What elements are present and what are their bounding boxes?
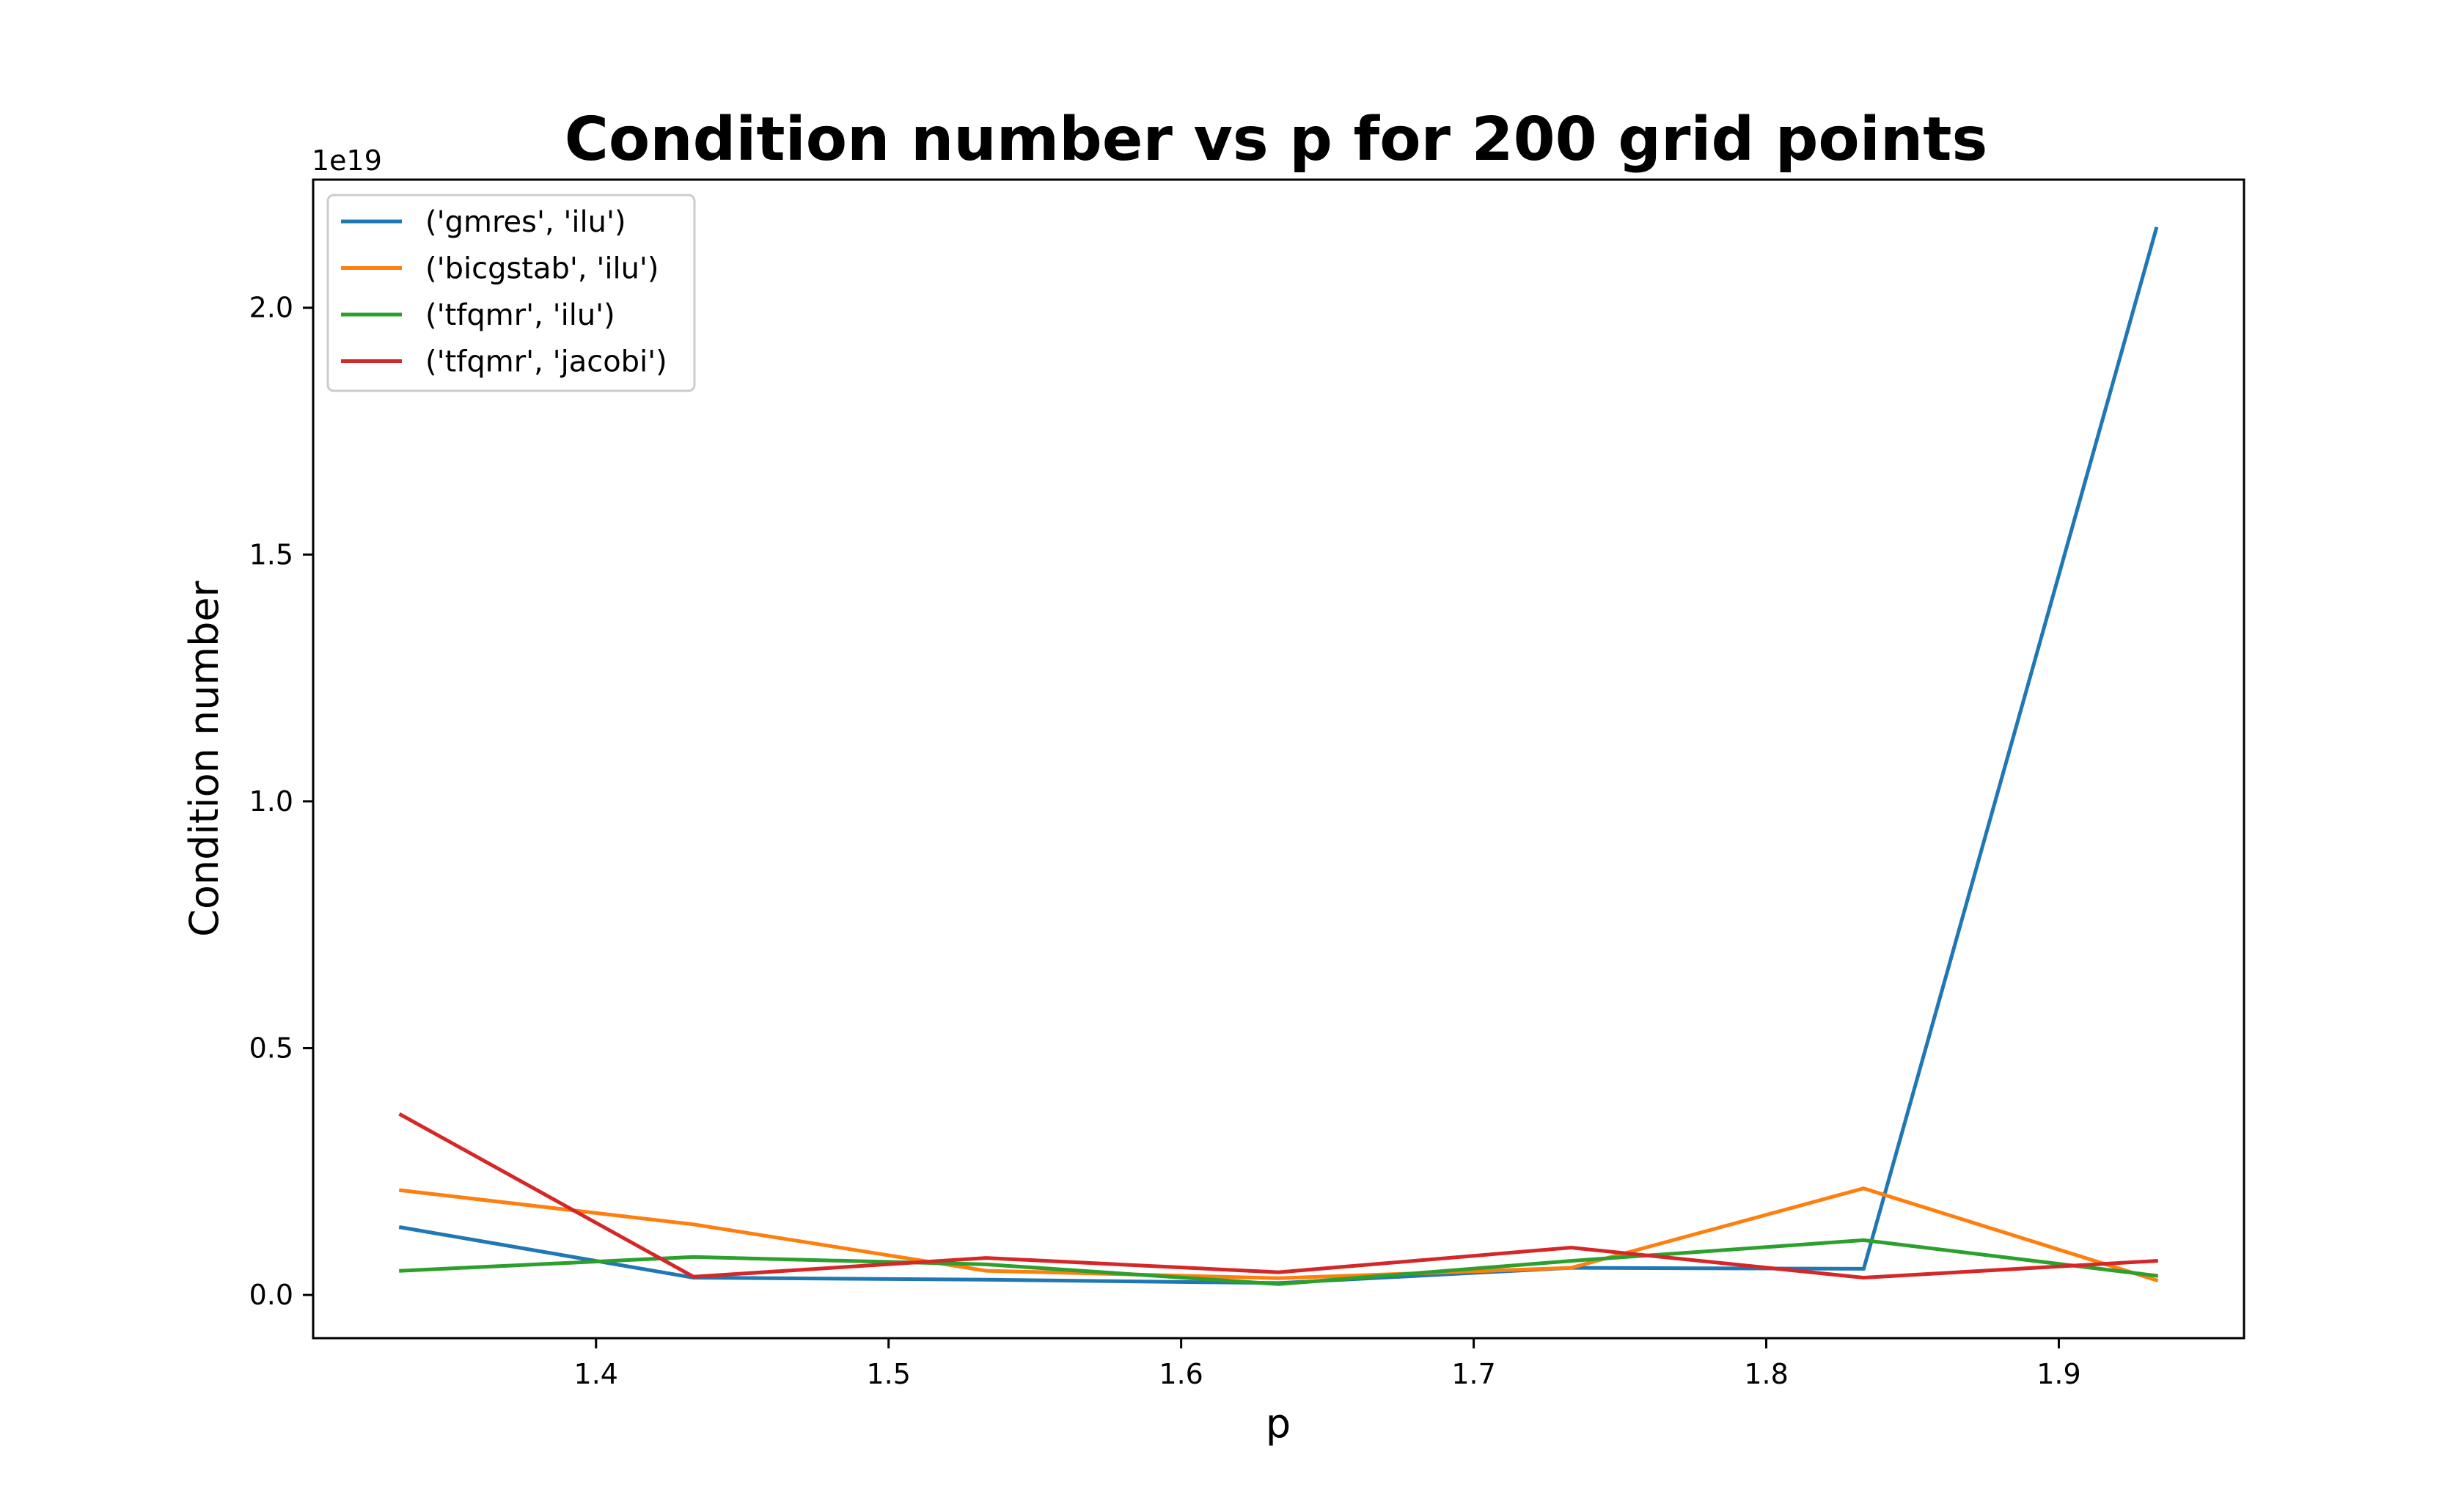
plot-area [398, 226, 2159, 1286]
x-axis-label: p [1266, 1400, 1291, 1447]
legend-frame [326, 194, 696, 392]
x-tick-label: 1.4 [574, 1358, 618, 1390]
x-tick-label: 1.8 [1744, 1358, 1788, 1390]
chart-title: Condition number vs p for 200 grid point… [565, 105, 1988, 175]
y-axis-label: Condition number [181, 580, 227, 936]
series-line-3 [398, 1112, 2158, 1279]
y-axis: 0.0 0.5 1.0 1.5 2.0 [249, 292, 313, 1311]
y-tick-label: 1.0 [249, 785, 293, 818]
legend-entry-label: ('bicgstab', 'ilu') [425, 252, 659, 286]
legend-entry-label: ('tfqmr', 'ilu') [425, 298, 615, 332]
plot-frame [312, 178, 2245, 1340]
y-offset-label: 1e19 [312, 144, 382, 177]
x-tick-label: 1.7 [1451, 1358, 1495, 1390]
x-axis: 1.4 1.5 1.6 1.7 1.8 1.9 [574, 1338, 2081, 1390]
x-tick-label: 1.5 [866, 1358, 910, 1390]
series-line-2 [399, 1238, 2159, 1286]
y-tick-label: 0.5 [249, 1032, 293, 1064]
y-tick-label: 2.0 [249, 292, 293, 324]
x-tick-label: 1.9 [2036, 1358, 2080, 1390]
legend: ('gmres', 'ilu') ('bicgstab', 'ilu') ('tfq… [326, 194, 696, 392]
y-tick-label: 1.5 [249, 538, 293, 570]
series-line-1 [398, 1186, 2159, 1283]
y-tick-label: 0.0 [249, 1279, 293, 1311]
legend-entry-label: ('tfqmr', 'jacobi') [425, 345, 667, 379]
legend-entry-label: ('gmres', 'ilu') [425, 205, 626, 239]
x-tick-label: 1.6 [1159, 1358, 1203, 1390]
